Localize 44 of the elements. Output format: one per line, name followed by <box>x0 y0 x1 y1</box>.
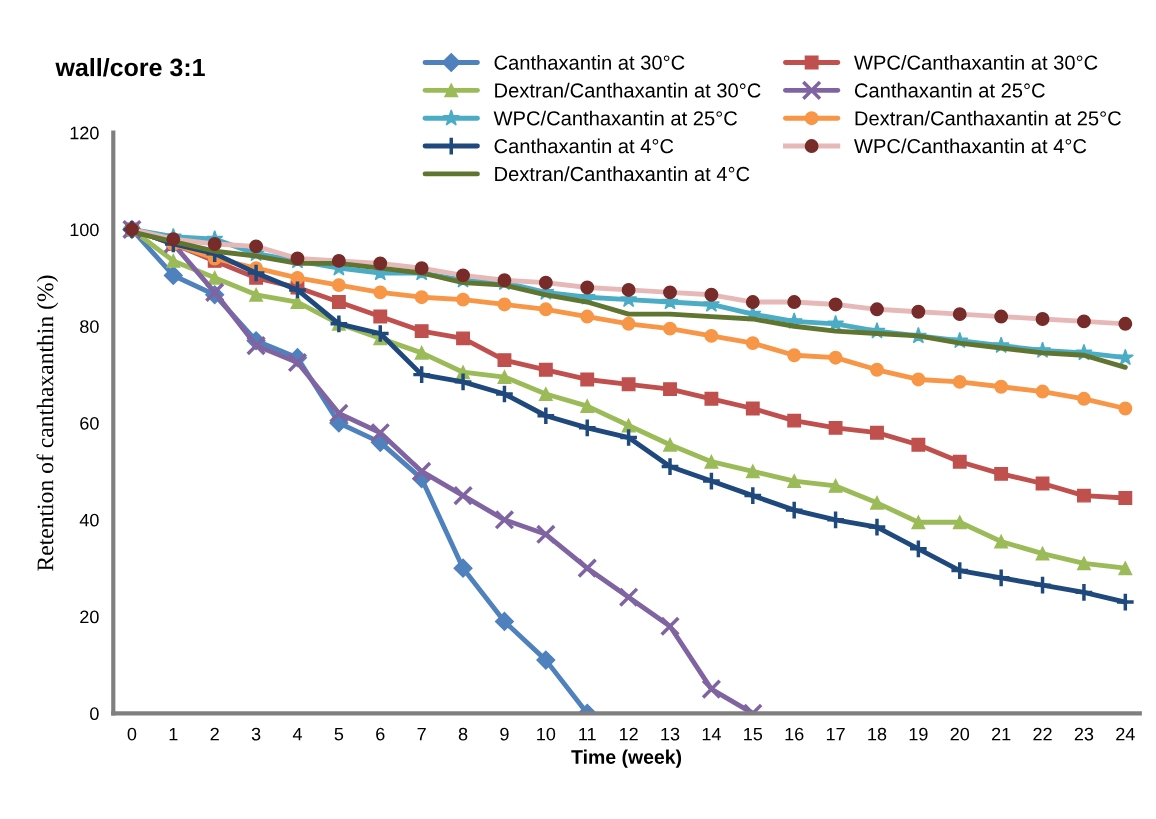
x-tick-label: 22 <box>1033 727 1052 741</box>
legend-label: Dextran/Canthaxantin at 25°C <box>855 110 1121 126</box>
x-tick-label: 1 <box>169 727 178 741</box>
x-tick-label: 21 <box>992 727 1011 741</box>
x-axis-title: Time (week) <box>571 749 682 768</box>
legend-label: Canthaxantin at 25°C <box>854 82 1045 98</box>
x-tick-label: 18 <box>868 727 887 741</box>
x-tick-label: 14 <box>702 727 721 741</box>
y-tick-label: 120 <box>70 126 99 140</box>
legend-label: Dextran/Canthaxantin at 4°C <box>495 166 750 182</box>
x-tick-label: 15 <box>744 727 763 741</box>
y-tick-label: 40 <box>79 513 99 527</box>
legend-label: WPC/Canthaxantin at 4°C <box>854 138 1087 154</box>
x-tick-label: 4 <box>292 727 302 741</box>
y-tick-label: 80 <box>80 320 99 333</box>
x-tick-label: 7 <box>417 727 426 741</box>
y-tick-label: 20 <box>80 610 99 624</box>
x-tick-label: 8 <box>458 727 468 741</box>
legend-label: WPC/Canthaxantin at 30°C <box>854 54 1098 70</box>
x-tick-label: 23 <box>1074 727 1094 741</box>
x-tick-label: 6 <box>376 727 385 741</box>
x-tick-label: 20 <box>950 727 970 741</box>
legend-label: WPC/Canthaxantin at 25°C <box>493 110 738 126</box>
y-tick-label: 60 <box>80 416 99 430</box>
x-tick-label: 2 <box>210 727 219 741</box>
x-tick-label: 10 <box>537 727 556 741</box>
x-tick-label: 13 <box>661 727 680 741</box>
x-tick-label: 17 <box>826 727 845 741</box>
x-tick-label: 0 <box>127 727 137 741</box>
y-tick-label: 0 <box>90 707 99 721</box>
x-tick-label: 11 <box>579 727 596 741</box>
x-tick-label: 9 <box>500 727 509 741</box>
y-tick-label: 100 <box>70 223 99 237</box>
y-axis-title: Retention of canthaxanthin (%) <box>36 275 59 571</box>
x-tick-label: 19 <box>909 727 928 741</box>
x-tick-label: 5 <box>334 727 344 741</box>
x-tick-label: 24 <box>1116 727 1135 741</box>
chart-title: wall/core 3:1 <box>55 57 205 77</box>
x-tick-label: 16 <box>785 727 804 741</box>
x-tick-label: 12 <box>619 727 638 741</box>
legend-label: Dextran/Canthaxantin at 30°C <box>495 82 761 98</box>
x-tick-label: 3 <box>251 727 261 741</box>
legend-label: Canthaxantin at 30°C <box>494 54 685 70</box>
legend-label: Canthaxantin at 4°C <box>494 138 674 154</box>
